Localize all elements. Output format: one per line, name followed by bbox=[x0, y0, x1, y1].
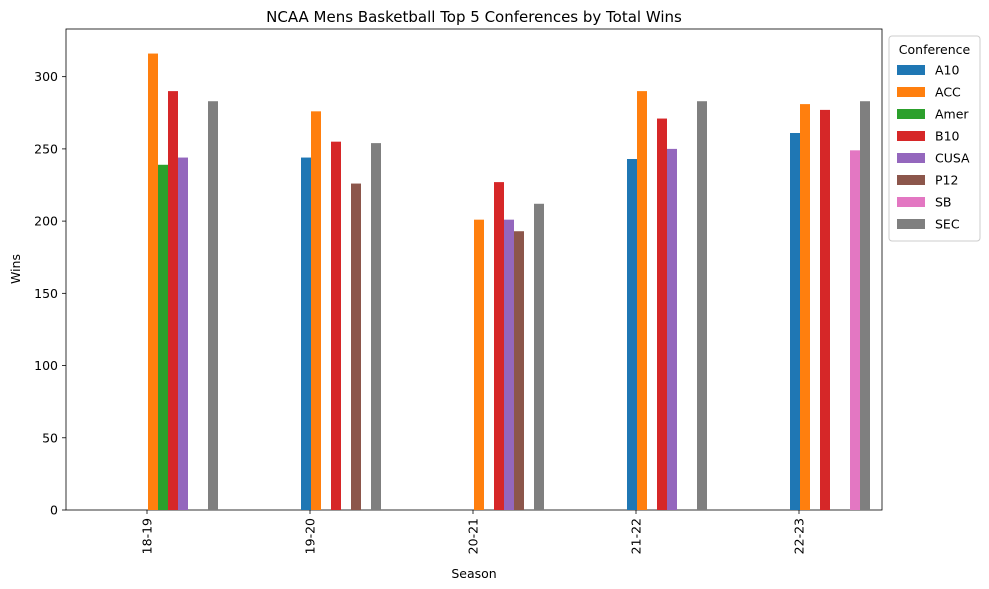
y-axis: 0 50 100 150 200 250 300 bbox=[34, 69, 66, 518]
y-tick-label: 100 bbox=[34, 358, 58, 373]
bar-acc-18-19 bbox=[148, 53, 158, 511]
x-tick-label-22-23: 22-23 bbox=[792, 518, 807, 554]
x-tick-label-18-19: 18-19 bbox=[140, 518, 155, 554]
bar-a10-21-22 bbox=[627, 159, 637, 510]
legend-label-p12: P12 bbox=[935, 173, 958, 188]
y-axis-label: Wins bbox=[8, 254, 23, 284]
y-tick-label: 150 bbox=[34, 286, 58, 301]
bar-sec-18-19 bbox=[208, 101, 218, 510]
bar-b10-21-22 bbox=[657, 118, 667, 511]
x-tick-label-19-20: 19-20 bbox=[303, 518, 318, 554]
bar-b10-22-23 bbox=[820, 109, 830, 510]
bar-sb-22-23 bbox=[850, 150, 860, 511]
legend-swatch-sb bbox=[897, 197, 925, 207]
bar-cusa-18-19 bbox=[178, 157, 188, 511]
legend-swatch-p12 bbox=[897, 175, 925, 185]
legend-label-a10: A10 bbox=[935, 63, 960, 78]
bar-b10-18-19 bbox=[168, 91, 178, 510]
legend-swatch-cusa bbox=[897, 153, 925, 163]
bar-sec-20-21 bbox=[534, 203, 544, 510]
legend-label-b10: B10 bbox=[935, 129, 960, 144]
legend: Conference A10 ACC Amer B10 CUSA P12 SB SEC bbox=[888, 35, 981, 242]
legend-label-amer: Amer bbox=[935, 107, 969, 122]
x-tick-label-20-21: 20-21 bbox=[466, 518, 481, 554]
bar-amer-18-19 bbox=[158, 164, 168, 510]
bar-acc-22-23 bbox=[800, 104, 810, 510]
bar-sec-22-23 bbox=[860, 101, 870, 510]
legend-title: Conference bbox=[899, 42, 971, 57]
legend-swatch-b10 bbox=[897, 131, 925, 141]
legend-label-sec: SEC bbox=[935, 217, 960, 232]
bar-sec-21-22 bbox=[697, 101, 707, 510]
bar-b10-20-21 bbox=[494, 182, 504, 510]
legend-swatch-acc bbox=[897, 87, 925, 97]
y-tick-label: 300 bbox=[34, 69, 58, 84]
legend-swatch-sec bbox=[897, 219, 925, 229]
bar-a10-19-20 bbox=[301, 157, 311, 511]
bar-acc-19-20 bbox=[311, 111, 321, 510]
legend-label-sb: SB bbox=[935, 195, 952, 210]
legend-swatch-a10 bbox=[897, 65, 925, 75]
y-tick-label: 50 bbox=[42, 430, 58, 445]
legend-label-acc: ACC bbox=[935, 85, 961, 100]
bars-group bbox=[148, 53, 870, 511]
legend-swatch-amer bbox=[897, 109, 925, 119]
bar-cusa-20-21 bbox=[504, 219, 514, 510]
x-tick-label-21-22: 21-22 bbox=[629, 518, 644, 554]
chart-title: NCAA Mens Basketball Top 5 Conferences b… bbox=[266, 8, 682, 26]
bar-cusa-21-22 bbox=[667, 148, 677, 510]
bar-b10-19-20 bbox=[331, 141, 341, 510]
y-tick-label: 0 bbox=[50, 503, 58, 518]
bar-p12-20-21 bbox=[514, 231, 524, 510]
bar-p12-19-20 bbox=[351, 183, 361, 511]
x-axis: 18-19 19-20 20-21 21-22 22-23 bbox=[140, 510, 807, 554]
legend-label-cusa: CUSA bbox=[935, 151, 970, 166]
bar-a10-22-23 bbox=[790, 133, 800, 510]
bar-sec-19-20 bbox=[371, 143, 381, 510]
y-tick-label: 200 bbox=[34, 214, 58, 229]
y-tick-label: 250 bbox=[34, 141, 58, 156]
bar-acc-20-21 bbox=[474, 219, 484, 510]
x-axis-label: Season bbox=[451, 566, 496, 581]
bar-acc-21-22 bbox=[637, 91, 647, 510]
